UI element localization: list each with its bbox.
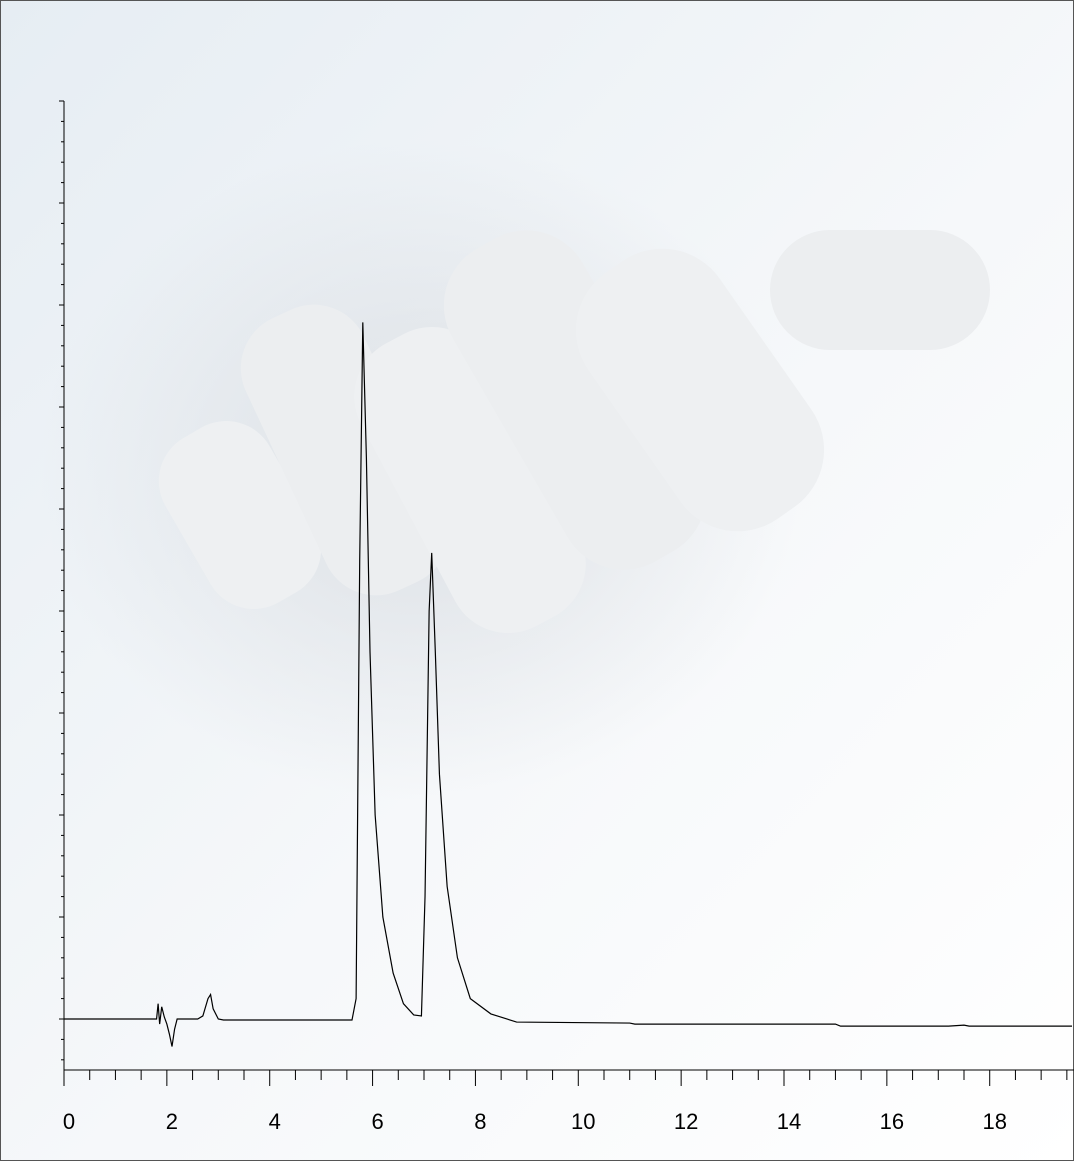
- x-tick-label: 12: [674, 1109, 698, 1134]
- x-tick-label: 16: [880, 1109, 904, 1134]
- x-tick-label: 4: [269, 1109, 281, 1134]
- x-tick-label: 14: [777, 1109, 801, 1134]
- x-tick-label: 8: [474, 1109, 486, 1134]
- x-tick-label: 10: [571, 1109, 595, 1134]
- x-tick-label: 6: [371, 1109, 383, 1134]
- x-tick-label: 0: [63, 1109, 75, 1134]
- x-tick-label: 2: [166, 1109, 178, 1134]
- trace-line: [64, 322, 1072, 1047]
- x-tick-label: 18: [982, 1109, 1006, 1134]
